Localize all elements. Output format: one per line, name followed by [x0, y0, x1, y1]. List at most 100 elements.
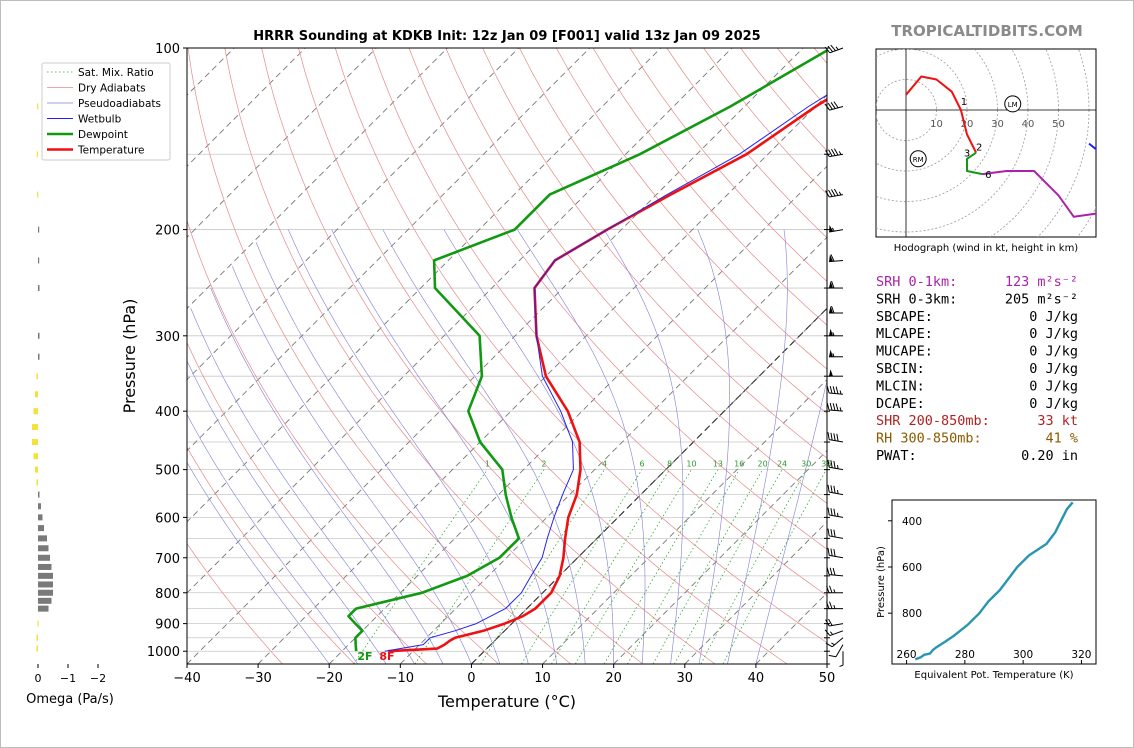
barb-full [831, 189, 836, 197]
index-value: 0.20 in [1021, 448, 1078, 464]
omega-bar [36, 479, 38, 486]
omega-tick-label: 0 [35, 672, 42, 685]
omega-panel: 0 −1 −2 [32, 103, 106, 685]
mixing-ratio-label: 20 [758, 460, 768, 469]
skewt-profiles [347, 49, 827, 653]
hodograph-height-label: 2 [976, 143, 982, 154]
mixing-ratio-line [652, 469, 763, 664]
wind-barb [824, 629, 844, 637]
isotherm [542, 378, 827, 664]
skewt-axes-frame [186, 47, 828, 665]
wind-barb [827, 507, 844, 518]
dry-adiabat [187, 219, 499, 664]
legend-label: Sat. Mix. Ratio [78, 67, 154, 79]
barb-full [829, 601, 833, 609]
mixing-ratio-line [627, 469, 740, 664]
barb-full [833, 188, 839, 196]
barb-full [831, 280, 835, 289]
theta-e-panel: 260 280 300 320 400 600 800 [888, 499, 1097, 665]
storm-motion-label: LM [1008, 101, 1018, 109]
index-row: MLCAPE: 0 J/kg [876, 326, 1078, 342]
skewt-background-lines [187, 48, 827, 664]
barb-half [833, 604, 836, 609]
omega-bar [38, 332, 40, 339]
index-label: RH 300-850mb: [876, 431, 982, 447]
y-tick-label: 900 [155, 618, 180, 633]
wind-barb [829, 328, 843, 337]
moist-adiabat [697, 229, 730, 664]
barb-full [827, 432, 830, 440]
index-label: SHR 200-850mb: [876, 413, 990, 429]
index-label: SRH 0-1km: [876, 274, 957, 290]
mixing-ratio-line [700, 469, 807, 664]
index-value: 0 J/kg [1029, 309, 1078, 325]
dry-adiabat [334, 48, 827, 644]
moist-adiabat [187, 461, 330, 664]
wind-barb [826, 385, 844, 395]
isotherm [187, 48, 377, 238]
y-tick-label: 500 [155, 464, 180, 479]
mixing-ratio-label: 6 [639, 460, 644, 469]
barb-staff [831, 637, 844, 648]
hodograph-panel: 102030405012369LMRM [875, 48, 1097, 238]
hodograph-ring-label: 40 [1022, 119, 1035, 130]
skewt-xlabel: Temperature (°C) [437, 692, 576, 711]
x-tick-label: 20 [605, 671, 622, 686]
barb-full [824, 103, 830, 111]
wind-barb [827, 459, 844, 471]
theta-e-x-tick-label: 260 [897, 649, 917, 661]
barb-half [839, 664, 844, 667]
hodograph-ring-label: 10 [930, 119, 943, 130]
barb-full [833, 548, 836, 557]
hodograph-trace [966, 151, 983, 176]
index-row: MUCAPE: 0 J/kg [876, 344, 1078, 360]
moist-adiabat [190, 308, 415, 664]
mixing-ratio-label: 1 [485, 460, 490, 469]
x-tick-label: −30 [244, 671, 271, 686]
omega-bar [37, 620, 39, 627]
barb-full [829, 567, 833, 576]
barb-flag [829, 281, 833, 289]
barb-staff [829, 105, 844, 111]
y-tick-label: 800 [155, 587, 180, 602]
dry-adiabat [482, 48, 827, 459]
barb-staff [829, 514, 844, 518]
barb-full [832, 386, 836, 394]
skewt-ticks: −40 −30 −20 −10 0 10 20 30 40 50 100 200 300 400 500 60… [147, 42, 835, 686]
barb-half [831, 227, 835, 232]
wind-barb [827, 528, 844, 539]
wind-barb [827, 547, 844, 559]
y-tick-label: 400 [155, 405, 180, 420]
barb-full [830, 254, 835, 262]
moist-adiabat [210, 287, 444, 664]
profile-wetbulb [384, 94, 827, 652]
barb-full [826, 567, 830, 575]
dry-adiabat [298, 48, 788, 664]
legend-label: Dry Adiabats [78, 83, 146, 95]
omega-bar [33, 408, 38, 415]
isotherm [187, 48, 519, 381]
hodograph-trace [982, 170, 1096, 218]
hodograph-ring-label: 50 [1052, 119, 1065, 130]
theta-e-x-tick-label: 320 [1071, 649, 1091, 661]
wind-barb [825, 637, 844, 648]
moist-adiabat [187, 413, 358, 664]
moist-adiabat [755, 379, 827, 664]
x-tick-label: 30 [677, 671, 694, 686]
y-tick-label: 100 [155, 42, 180, 57]
mixing-ratio-line [353, 469, 488, 664]
barb-full [833, 529, 836, 538]
hodograph-plot: 102030405012369LMRM [876, 49, 1096, 237]
barb-staff [829, 439, 844, 443]
wind-barb [829, 349, 843, 358]
barb-flag [829, 306, 833, 314]
surface-dewpoint-label: 2F [357, 650, 372, 663]
omega-bar [38, 554, 50, 561]
mixing-ratio-label: 4 [602, 460, 607, 469]
y-tick-label: 600 [155, 511, 180, 526]
y-tick-label: 200 [155, 224, 180, 239]
profile-temperature [388, 97, 827, 653]
mixing-ratio-label: 13 [713, 460, 723, 469]
barb-half [832, 332, 835, 336]
barb-full [830, 460, 833, 468]
